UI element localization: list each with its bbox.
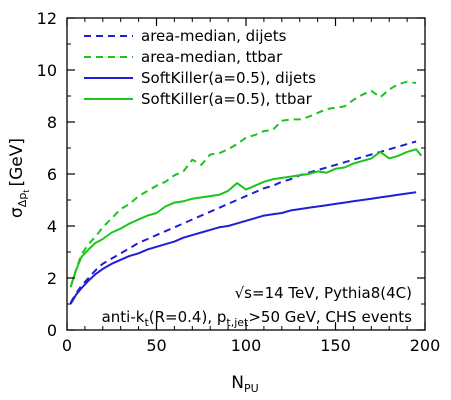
series-line-2 (69, 191, 417, 305)
legend-label-3: SoftKiller(a=0.5), ttbar (141, 90, 313, 108)
legend-label-2: SoftKiller(a=0.5), dijets (141, 69, 316, 87)
annotation-jet-def: anti-kt(R=0.4), pt,jet>50 GeV, CHS event… (102, 308, 413, 329)
legend-label-1: area-median, ttbar (141, 48, 283, 66)
axes-layer: 0 50 100 150 200 0 2 4 6 8 10 12 (37, 9, 441, 355)
y-tick-label: 6 (47, 165, 57, 184)
y-tick-label: 8 (47, 113, 57, 132)
legend-label-0: area-median, dijets (141, 27, 287, 45)
series-line-1 (69, 80, 417, 288)
x-tick-label: 0 (62, 336, 72, 355)
x-tick-label: 150 (320, 336, 351, 355)
y-tick-label: 10 (37, 61, 57, 80)
x-tick-label: 100 (231, 336, 262, 355)
series-line-0 (69, 140, 417, 304)
series-line-3 (69, 148, 423, 288)
series-layer (69, 80, 423, 305)
legend: area-median, dijets area-median, ttbar Sof… (84, 27, 316, 108)
y-axis-title: σΔpt[GeV] (7, 138, 31, 218)
y-tick-label: 2 (47, 269, 57, 288)
x-tick-label: 200 (410, 336, 441, 355)
y-tick-label: 12 (37, 9, 57, 28)
y-tick-label: 0 (47, 321, 57, 340)
y-tick-label: 4 (47, 217, 57, 236)
x-tick-label: 50 (146, 336, 166, 355)
annotation-energy: √s=14 TeV, Pythia8(4C) (235, 284, 412, 302)
x-axis-title: NPU (231, 373, 258, 395)
